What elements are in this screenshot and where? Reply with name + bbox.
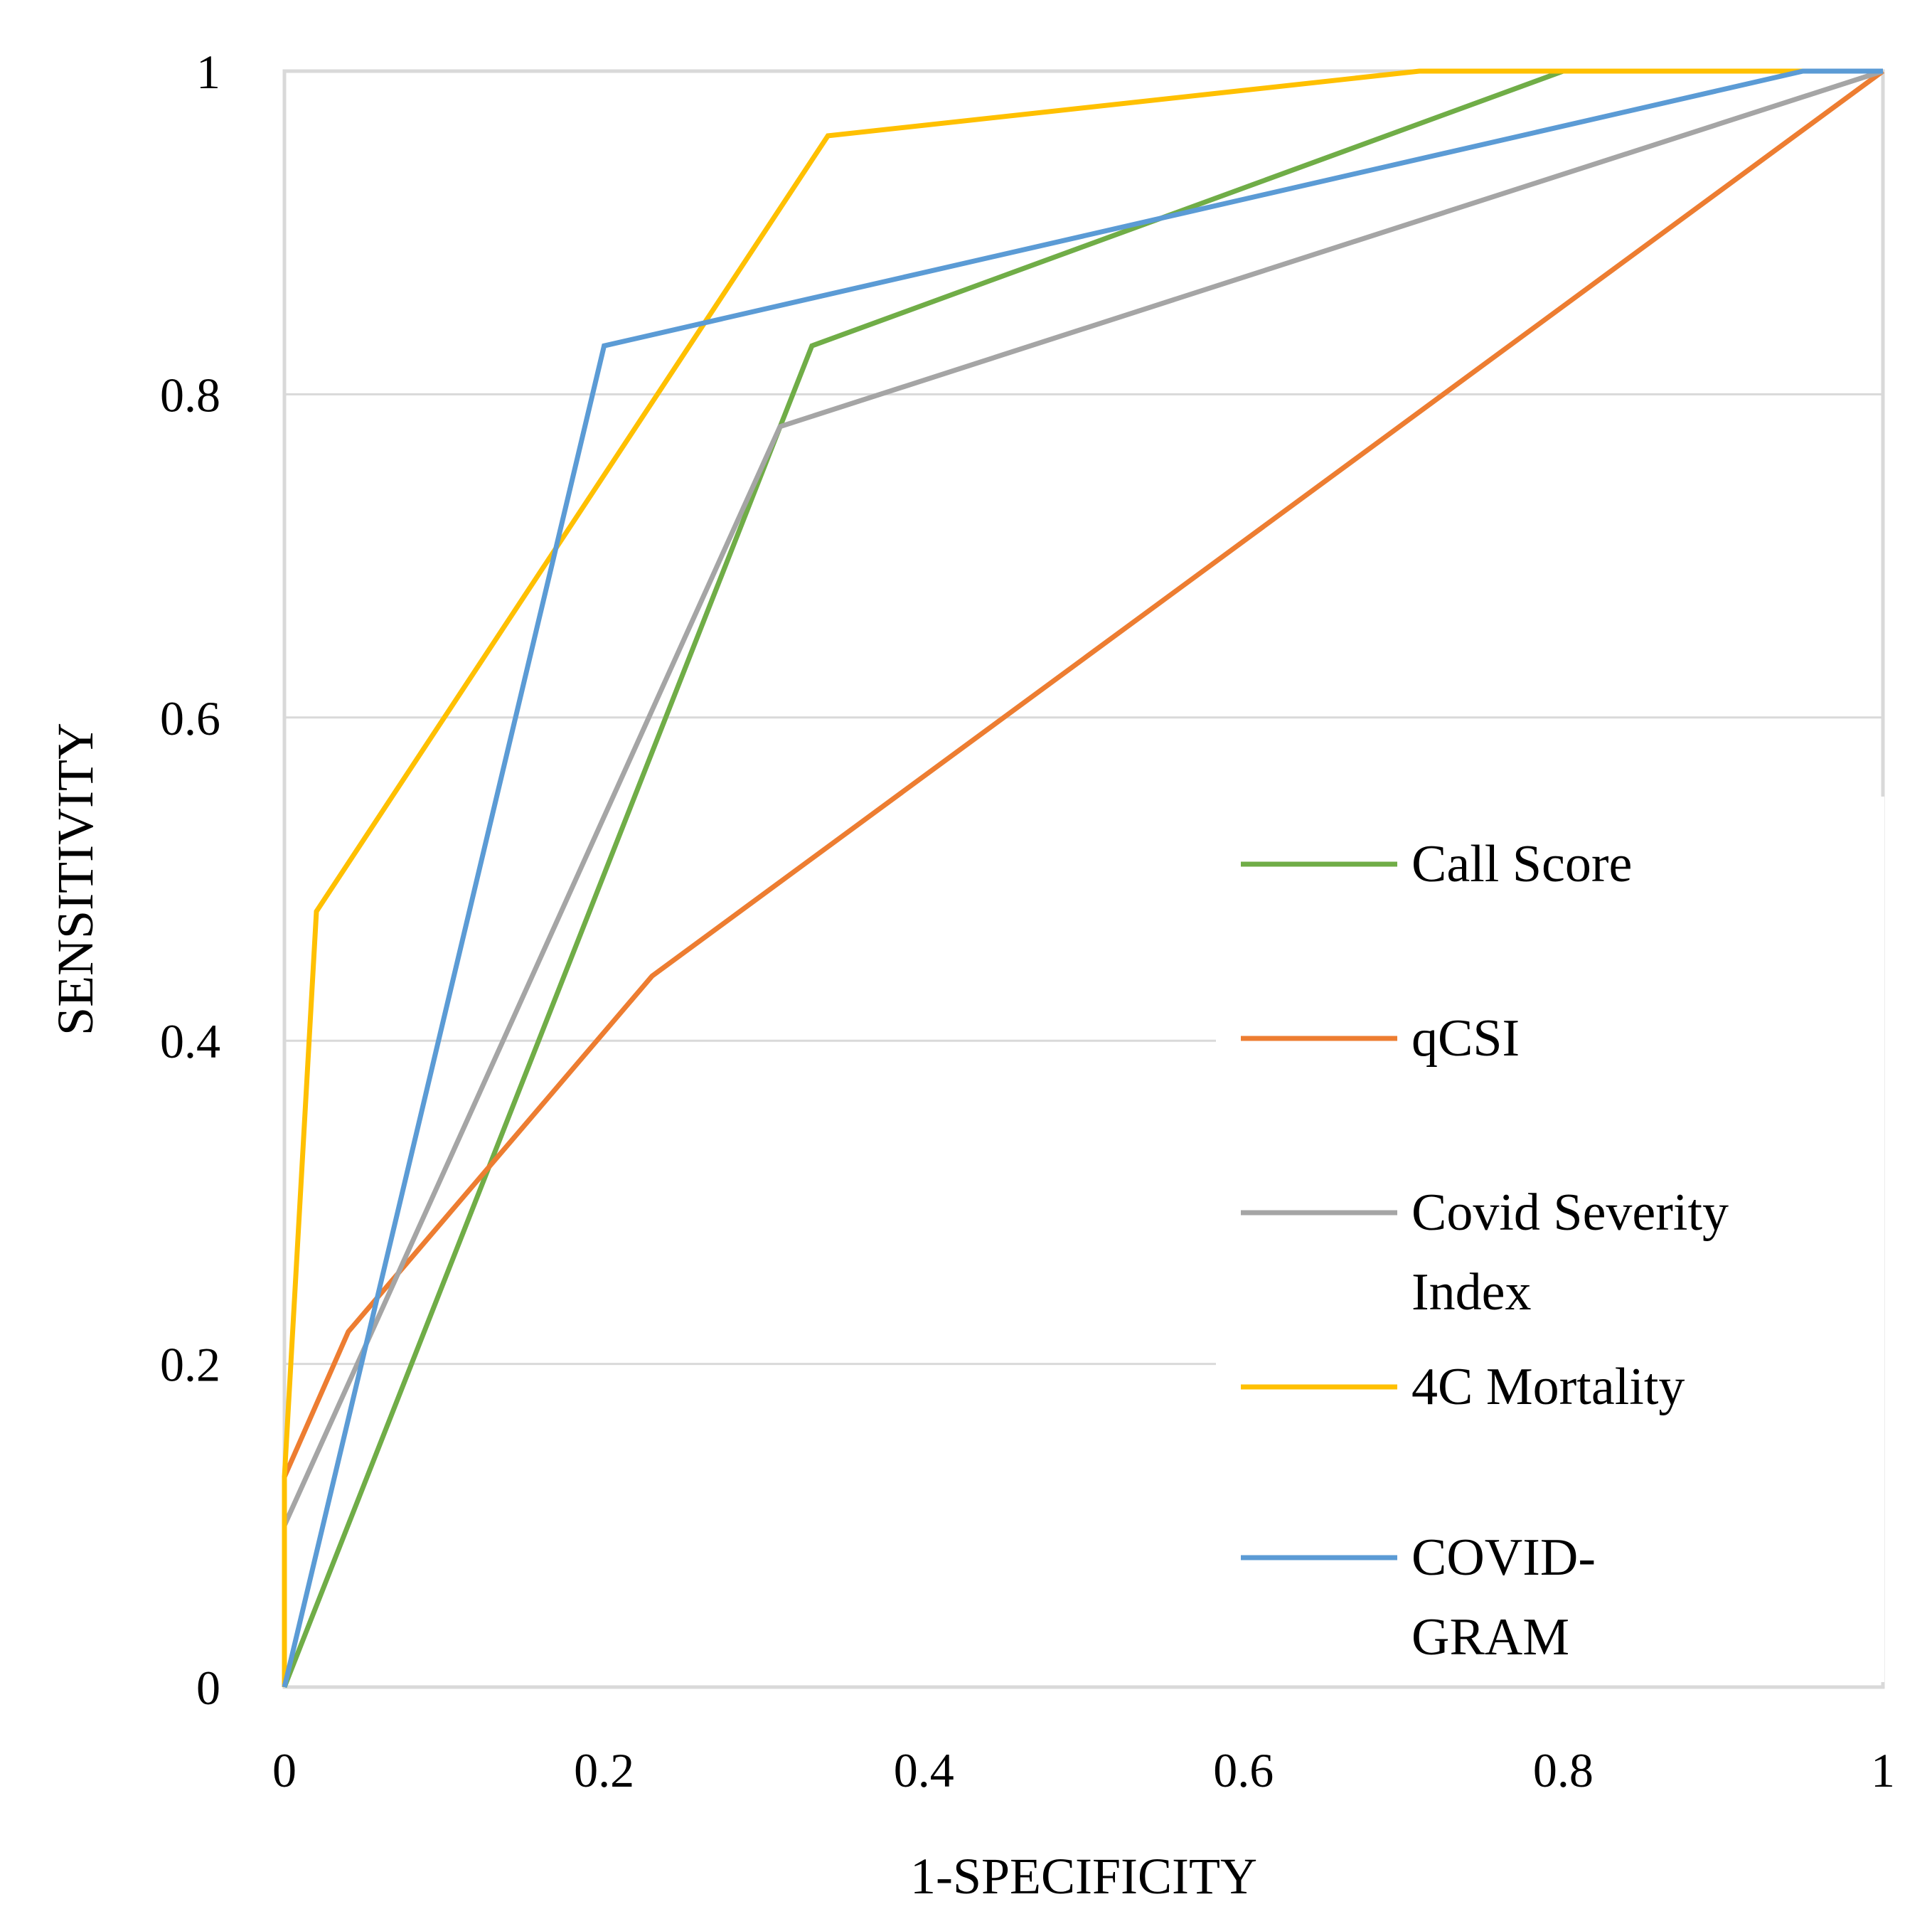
- x-tick-label: 0: [272, 1743, 297, 1797]
- x-tick-label: 0.8: [1533, 1743, 1594, 1797]
- legend-label: qCSI: [1411, 1009, 1520, 1068]
- y-tick-label: 0.4: [160, 1014, 220, 1068]
- legend-label: GRAM: [1411, 1608, 1569, 1666]
- series-line-4c-mortality: [282, 68, 1883, 1687]
- x-tick-label: 1: [1871, 1743, 1895, 1797]
- series-line-covid-gram: [282, 68, 1883, 1688]
- legend-background: [1216, 797, 1884, 1682]
- x-tick-label: 0.6: [1213, 1743, 1274, 1797]
- x-tick-label: 0.4: [894, 1743, 954, 1797]
- series-lines: [282, 68, 1885, 1689]
- legend-label: Index: [1411, 1263, 1532, 1322]
- legend: Call Score qCSI Covid Severity Index 4C Mort…: [1216, 797, 1884, 1682]
- y-tick-label: 0.8: [160, 368, 220, 422]
- y-tick-label: 0: [196, 1661, 220, 1715]
- y-tick-label: 1: [196, 45, 220, 99]
- legend-label: COVID-: [1411, 1528, 1596, 1587]
- x-tick-label: 0.2: [574, 1743, 634, 1797]
- x-axis-title: 1-SPECIFICITY: [910, 1848, 1257, 1905]
- y-axis-tick-labels: 0 0.2 0.4 0.6 0.8 1: [160, 45, 220, 1715]
- x-axis-tick-labels: 0 0.2 0.4 0.6 0.8 1: [272, 1743, 1895, 1797]
- y-axis-title: SENSITIVITY: [47, 723, 104, 1036]
- legend-label: Covid Severity: [1411, 1184, 1729, 1242]
- legend-label: Call Score: [1411, 835, 1632, 893]
- y-tick-label: 0.2: [160, 1338, 220, 1392]
- y-tick-label: 0.6: [160, 691, 220, 745]
- legend-label: 4C Mortality: [1411, 1358, 1685, 1416]
